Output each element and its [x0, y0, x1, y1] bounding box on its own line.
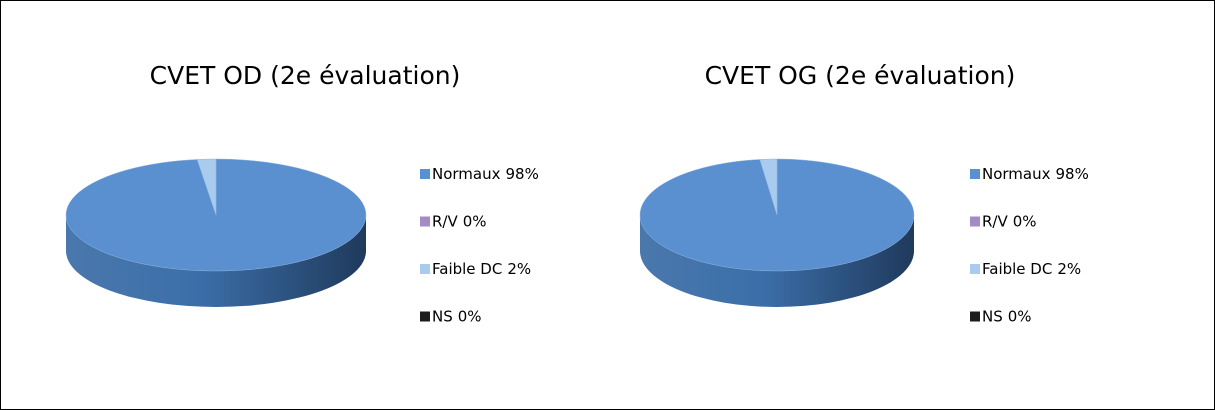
legend-label: R/V 0% — [432, 212, 487, 230]
chart-title: CVET OG (2e évaluation) — [705, 61, 1016, 90]
legend-swatch — [420, 216, 430, 227]
legend-value: 2% — [1057, 260, 1081, 278]
legend-value: 98% — [1056, 165, 1089, 183]
legend-swatch — [970, 169, 980, 179]
legend-value: 0% — [458, 307, 482, 325]
legend-label: Normaux 98% — [982, 165, 1089, 183]
pie-slice — [759, 158, 778, 216]
pie-side — [66, 215, 366, 307]
legend-value: 0% — [1013, 212, 1037, 230]
legend-value: 2% — [507, 260, 531, 278]
legend-swatch — [420, 169, 430, 179]
legend-swatch — [970, 311, 980, 322]
legend-label: NS 0% — [982, 307, 1032, 325]
legend-swatch — [970, 216, 980, 227]
legend-label: NS 0% — [432, 307, 482, 325]
legend-category: NS — [982, 307, 1003, 325]
legend-category: Faible DC — [982, 260, 1052, 278]
legend-swatch — [420, 311, 430, 322]
legend-label: Faible DC 2% — [982, 260, 1081, 278]
legend-category: Normaux — [982, 165, 1051, 183]
chart-title: CVET OD (2e évaluation) — [150, 61, 461, 90]
legend-swatch — [970, 264, 980, 274]
legend-value: 98% — [506, 165, 539, 183]
pie-slice — [196, 158, 217, 216]
legend-category: Normaux — [432, 165, 501, 183]
legend-category: Faible DC — [432, 260, 502, 278]
legend-label: Faible DC 2% — [432, 260, 531, 278]
legend-label: Normaux 98% — [432, 165, 539, 183]
legend-category: NS — [432, 307, 453, 325]
legend-label: R/V 0% — [982, 212, 1037, 230]
legend-category: R/V — [982, 212, 1008, 230]
legend-swatch — [420, 264, 430, 274]
legend-category: R/V — [432, 212, 458, 230]
legend-value: 0% — [463, 212, 487, 230]
pie-side — [640, 215, 914, 307]
legend-value: 0% — [1008, 307, 1032, 325]
